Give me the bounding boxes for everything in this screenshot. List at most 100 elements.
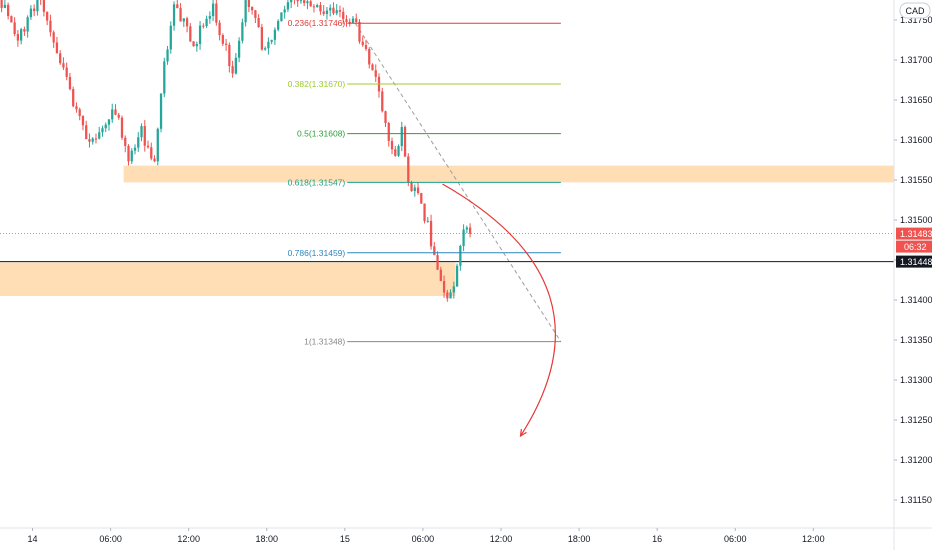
candle-body xyxy=(29,8,33,18)
candle-body xyxy=(234,57,238,74)
candle-body xyxy=(237,40,241,58)
candle-body xyxy=(133,147,137,151)
candle-body xyxy=(264,48,267,50)
fib-level-label-0: 0.236(1.31746) xyxy=(288,18,346,28)
candle-body xyxy=(208,16,211,19)
candle-body xyxy=(335,10,338,14)
candle-body xyxy=(299,0,303,2)
candle-body xyxy=(273,29,277,40)
candle-body xyxy=(127,145,130,162)
fib-level-label-5: 1(1.31348) xyxy=(304,337,345,347)
candle-body xyxy=(13,22,16,35)
fib-level-label-2: 0.5(1.31608) xyxy=(297,129,345,139)
candle-body xyxy=(62,63,65,68)
candle-body xyxy=(205,18,208,27)
candle-body xyxy=(254,10,257,18)
candle-body xyxy=(143,126,146,146)
candle-body xyxy=(153,158,156,162)
candle-body xyxy=(179,8,182,22)
candle-body xyxy=(172,4,176,26)
candle-body xyxy=(211,3,215,17)
candle-body xyxy=(107,119,111,125)
candle-body xyxy=(390,140,394,150)
candle-body xyxy=(420,193,423,204)
candle-body xyxy=(146,145,150,148)
y-tick-label-11: 1.31200 xyxy=(900,455,932,465)
candle-body xyxy=(156,128,159,162)
candle-body xyxy=(433,246,436,256)
candle-body xyxy=(185,18,189,27)
candle-body xyxy=(244,0,247,23)
fibonacci-retracement[interactable]: 0.236(1.31746) 0.382(1.31670) 0.5(1.31608)… xyxy=(288,18,561,347)
candle-body xyxy=(182,18,185,22)
candle-body xyxy=(257,17,260,28)
candle-body xyxy=(98,132,101,139)
candle-body xyxy=(296,0,299,2)
x-tick-label-1: 06:00 xyxy=(99,534,122,544)
candle-body xyxy=(384,111,387,123)
candle-body xyxy=(16,34,20,41)
candle-body xyxy=(0,0,3,8)
candle-body xyxy=(322,11,325,15)
y-tick-label-12: 1.31150 xyxy=(900,495,932,505)
candle-body xyxy=(117,114,120,118)
candle-body xyxy=(81,115,85,126)
candle-body xyxy=(26,17,29,32)
candle-body xyxy=(306,1,309,4)
candle-body xyxy=(429,220,433,247)
y-tick-label-1: 1.31700 xyxy=(900,55,932,65)
countdown-badge xyxy=(896,240,932,253)
candle-body xyxy=(309,1,312,7)
candle-body xyxy=(364,44,368,50)
y-tick-label-2: 1.31650 xyxy=(900,95,932,105)
candle-body xyxy=(325,10,329,15)
candle-body xyxy=(101,128,104,133)
fib-level-label-4: 0.786(1.31459) xyxy=(288,248,346,258)
y-tick-label-4: 1.31550 xyxy=(900,175,932,185)
candle-body xyxy=(91,138,94,142)
candle-body xyxy=(303,0,306,4)
candle-body xyxy=(283,9,286,13)
candle-body xyxy=(150,147,153,159)
candle-body xyxy=(65,67,68,77)
candle-body xyxy=(397,146,400,156)
candle-body xyxy=(260,27,264,50)
candle-body xyxy=(241,22,244,41)
candle-body xyxy=(124,137,127,146)
candle-body xyxy=(270,39,273,42)
candle-body xyxy=(130,150,133,162)
candle-body xyxy=(218,22,221,36)
candle-body xyxy=(459,245,462,266)
candle-body xyxy=(449,292,452,299)
candle-body xyxy=(49,20,52,33)
candle-body xyxy=(231,66,234,74)
x-tick-label-0: 14 xyxy=(28,534,38,544)
candle-body xyxy=(20,29,23,41)
candle-body xyxy=(416,187,420,194)
candle-body xyxy=(338,10,342,12)
candle-body xyxy=(277,21,280,30)
candle-body xyxy=(403,127,407,157)
candle-body xyxy=(78,109,81,116)
currency-badge-label: CAD xyxy=(905,6,925,16)
candle-body xyxy=(407,156,410,183)
candle-body xyxy=(189,26,192,42)
candle-body xyxy=(33,8,36,12)
candle-body xyxy=(413,187,416,192)
supply-demand-zones xyxy=(0,165,894,296)
candle-body xyxy=(446,292,449,299)
candle-body xyxy=(374,70,377,77)
x-tick-label-6: 12:00 xyxy=(490,534,513,544)
candle-body xyxy=(452,286,455,293)
horizontal-line-badge xyxy=(896,255,932,268)
candle-body xyxy=(358,21,361,42)
candle-body xyxy=(221,35,224,44)
candle-body xyxy=(198,25,202,44)
x-tick-label-10: 12:00 xyxy=(802,534,825,544)
candle-body xyxy=(250,6,254,11)
x-tick-label-7: 18:00 xyxy=(568,534,591,544)
x-tick-label-2: 12:00 xyxy=(177,534,200,544)
candle-body xyxy=(426,220,429,222)
candle-body xyxy=(332,7,335,14)
